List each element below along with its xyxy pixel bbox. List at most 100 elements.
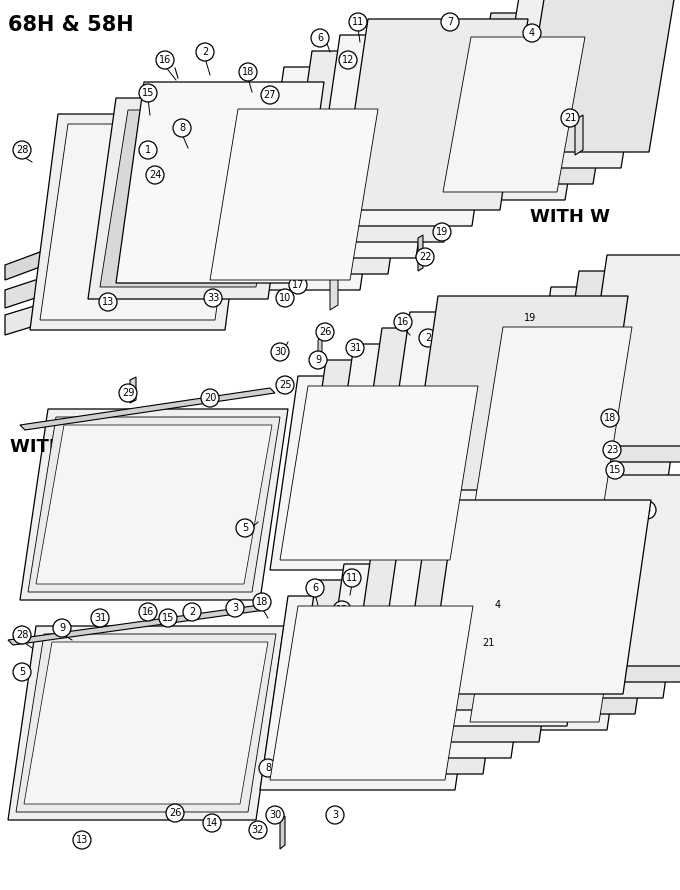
Polygon shape	[20, 409, 288, 600]
Text: 29: 29	[122, 388, 134, 398]
Polygon shape	[463, 13, 621, 184]
Polygon shape	[518, 507, 680, 698]
Polygon shape	[490, 523, 663, 714]
Text: WITH X: WITH X	[10, 438, 84, 456]
Text: 6: 6	[317, 33, 323, 43]
Polygon shape	[28, 417, 280, 592]
Circle shape	[236, 519, 254, 537]
Polygon shape	[36, 425, 272, 584]
Circle shape	[196, 43, 214, 61]
Circle shape	[13, 663, 31, 681]
Circle shape	[561, 109, 579, 127]
Text: 23: 23	[398, 735, 411, 745]
Polygon shape	[100, 110, 284, 287]
Polygon shape	[625, 483, 633, 515]
Polygon shape	[575, 115, 583, 155]
Circle shape	[159, 609, 177, 627]
Polygon shape	[470, 547, 627, 722]
Polygon shape	[5, 255, 200, 335]
Text: 8: 8	[265, 763, 271, 773]
Circle shape	[73, 831, 91, 849]
Text: 68H & 58H: 68H & 58H	[8, 15, 134, 35]
Circle shape	[91, 609, 109, 627]
Text: 7: 7	[375, 633, 381, 643]
Polygon shape	[228, 83, 416, 274]
Text: 25: 25	[279, 380, 291, 390]
Text: 32: 32	[614, 543, 626, 553]
Polygon shape	[598, 516, 604, 539]
Circle shape	[139, 141, 157, 159]
Circle shape	[453, 539, 471, 557]
Polygon shape	[344, 548, 567, 742]
Circle shape	[611, 539, 629, 557]
Polygon shape	[8, 605, 265, 645]
Polygon shape	[316, 564, 539, 758]
Text: 6: 6	[312, 583, 318, 593]
Polygon shape	[326, 344, 544, 538]
Text: 30: 30	[269, 810, 281, 820]
Text: 3: 3	[232, 603, 238, 613]
Text: 4: 4	[495, 600, 501, 610]
Circle shape	[53, 619, 71, 637]
Polygon shape	[579, 255, 680, 446]
Text: 5: 5	[242, 523, 248, 533]
Circle shape	[183, 603, 201, 621]
Text: 32: 32	[252, 825, 265, 835]
Polygon shape	[130, 377, 136, 403]
Text: 5: 5	[19, 667, 25, 677]
Text: 18: 18	[604, 413, 616, 423]
Circle shape	[203, 814, 221, 832]
Circle shape	[396, 711, 414, 729]
Polygon shape	[270, 376, 488, 570]
Circle shape	[271, 343, 289, 361]
Polygon shape	[467, 319, 640, 510]
Polygon shape	[428, 500, 651, 694]
Circle shape	[523, 24, 541, 42]
Circle shape	[479, 634, 497, 652]
Polygon shape	[284, 51, 472, 242]
Circle shape	[146, 166, 164, 184]
Polygon shape	[256, 67, 444, 258]
Text: 9: 9	[315, 355, 321, 365]
Polygon shape	[8, 626, 284, 820]
Text: WITH XW: WITH XW	[520, 654, 614, 672]
Polygon shape	[546, 491, 680, 682]
Text: 19: 19	[436, 227, 448, 237]
Text: 24: 24	[149, 170, 161, 180]
Text: 16: 16	[159, 55, 171, 65]
Circle shape	[13, 626, 31, 644]
Polygon shape	[20, 388, 275, 430]
Text: 10: 10	[279, 293, 291, 303]
Polygon shape	[574, 475, 680, 666]
Polygon shape	[30, 114, 253, 330]
Polygon shape	[16, 634, 276, 812]
Text: 8: 8	[179, 123, 185, 133]
Polygon shape	[354, 328, 572, 522]
Polygon shape	[280, 386, 478, 560]
Circle shape	[333, 601, 351, 619]
Circle shape	[429, 479, 447, 497]
Text: 26: 26	[169, 808, 181, 818]
Polygon shape	[88, 98, 296, 299]
Circle shape	[349, 13, 367, 31]
Circle shape	[489, 596, 507, 614]
Polygon shape	[24, 642, 268, 804]
Polygon shape	[260, 596, 483, 790]
Circle shape	[638, 501, 656, 519]
Circle shape	[394, 313, 412, 331]
Circle shape	[289, 276, 307, 294]
Circle shape	[521, 309, 539, 327]
Circle shape	[306, 579, 324, 597]
Circle shape	[173, 119, 191, 137]
Text: 28: 28	[16, 630, 28, 640]
Text: 31: 31	[349, 343, 361, 353]
Polygon shape	[382, 312, 600, 506]
Polygon shape	[462, 539, 635, 730]
Circle shape	[249, 821, 267, 839]
Text: 11: 11	[346, 573, 358, 583]
Text: 18: 18	[256, 597, 268, 607]
Polygon shape	[418, 235, 423, 271]
Text: 12: 12	[342, 55, 354, 65]
Circle shape	[419, 329, 437, 347]
Circle shape	[311, 29, 329, 47]
